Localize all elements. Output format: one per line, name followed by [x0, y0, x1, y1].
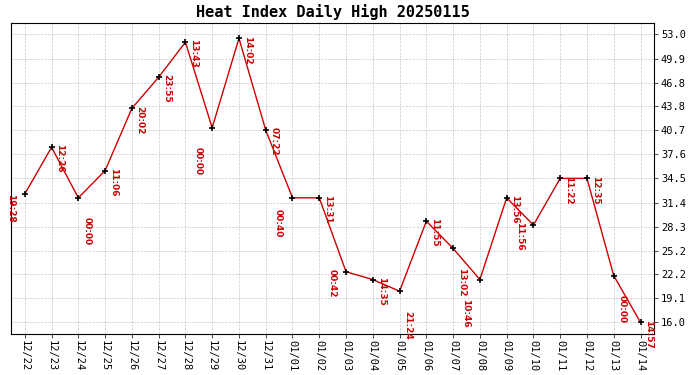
- Text: 12:26: 12:26: [55, 144, 64, 173]
- Text: 14:35: 14:35: [377, 277, 386, 306]
- Text: 00:00: 00:00: [618, 295, 627, 323]
- Text: 00:42: 00:42: [328, 269, 337, 297]
- Text: 13:02: 13:02: [457, 268, 466, 296]
- Text: 13:43: 13:43: [189, 39, 198, 68]
- Text: 11:22: 11:22: [564, 176, 573, 204]
- Text: 14:02: 14:02: [243, 36, 252, 64]
- Text: 11:56: 11:56: [515, 222, 524, 251]
- Text: 20:02: 20:02: [136, 105, 145, 134]
- Text: 12:35: 12:35: [591, 176, 600, 204]
- Text: 00:00: 00:00: [82, 217, 91, 245]
- Text: 07:22: 07:22: [270, 128, 279, 156]
- Text: 11:06: 11:06: [109, 168, 118, 196]
- Text: 13:31: 13:31: [323, 195, 332, 223]
- Text: 11:55: 11:55: [430, 218, 439, 247]
- Text: 21:24: 21:24: [404, 310, 413, 339]
- Text: 14:57: 14:57: [644, 320, 653, 348]
- Text: 13:56: 13:56: [511, 195, 520, 223]
- Text: 00:00: 00:00: [194, 147, 203, 176]
- Text: 00:40: 00:40: [274, 209, 283, 237]
- Text: 10:46: 10:46: [462, 299, 471, 328]
- Text: 23:55: 23:55: [162, 74, 172, 103]
- Title: Heat Index Daily High 20250115: Heat Index Daily High 20250115: [196, 4, 469, 20]
- Text: 19:28: 19:28: [6, 194, 15, 223]
